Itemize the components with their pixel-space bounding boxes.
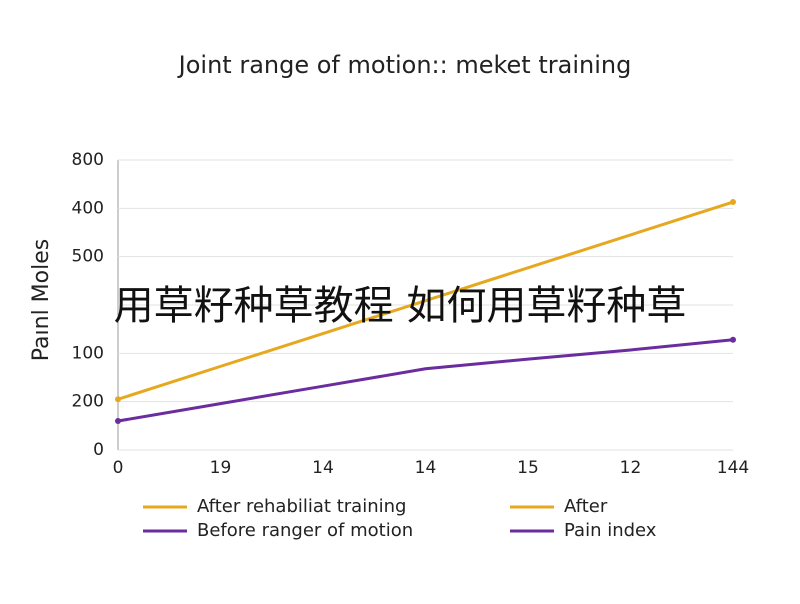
x-tick-label: 14 bbox=[415, 458, 437, 478]
line-series bbox=[117, 200, 734, 401]
x-tick-label: 19 bbox=[210, 458, 232, 478]
y-tick-label: 200 bbox=[72, 392, 104, 412]
end-point bbox=[730, 336, 736, 343]
legend-label: After rehabiliat training bbox=[197, 496, 406, 517]
legend-label: Before ranger of motion bbox=[197, 520, 413, 541]
y-tick-label: 400 bbox=[72, 198, 104, 218]
line-series bbox=[117, 338, 734, 423]
y-tick-label: 100 bbox=[72, 343, 104, 363]
x-tick-label: 0 bbox=[113, 458, 124, 478]
y-tick-label: 0 bbox=[93, 440, 104, 460]
y-tick-label: 500 bbox=[72, 247, 104, 267]
end-point bbox=[730, 199, 736, 206]
legend-label: Pain index bbox=[564, 520, 657, 541]
x-tick-label: 12 bbox=[620, 458, 642, 478]
x-tick-label: 144 bbox=[717, 458, 749, 478]
chart-title: Joint range of motion:: meket training bbox=[177, 51, 632, 79]
y-tick-label: 800 bbox=[72, 150, 104, 170]
watermark: 用草籽种草教程 如何用草籽种草 bbox=[114, 283, 687, 329]
end-point bbox=[115, 418, 121, 424]
x-tick-label: 14 bbox=[312, 458, 334, 478]
end-point bbox=[115, 396, 121, 403]
x-tick-label: 15 bbox=[517, 458, 539, 478]
legend-label: After bbox=[564, 496, 608, 517]
y-axis-label: Paınl Moles bbox=[29, 239, 54, 361]
